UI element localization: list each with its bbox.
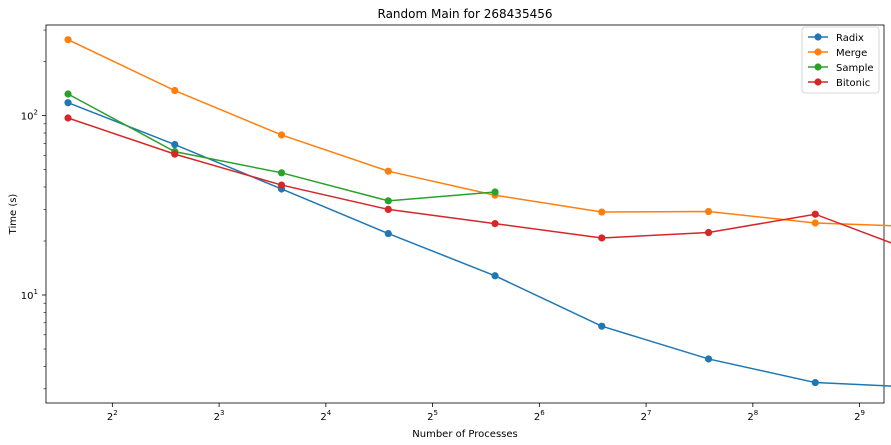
data-point [171,150,179,158]
x-axis-label: Number of Processes [412,429,517,440]
y-tick-label: 102 [21,109,38,123]
x-tick-label: 28 [747,409,758,423]
data-point [171,140,179,149]
data-point [811,210,819,218]
data-point [384,229,392,238]
y-axis-label: Time (s) [8,194,19,236]
data-point [704,207,713,216]
y-tick-label: 101 [21,288,38,302]
x-tick-label: 29 [854,409,865,423]
series-sample [64,90,499,205]
x-tick-label: 23 [214,409,225,423]
series-bitonic [64,114,891,244]
legend-item-merge: Merge [808,48,867,59]
x-tick-label: 27 [641,409,652,423]
x-tick-label: 25 [427,409,438,423]
legend-label: Bitonic [836,78,870,89]
legend-marker [814,33,822,41]
data-point [277,169,286,177]
data-point [384,197,392,205]
data-point [491,272,499,280]
data-point [598,322,606,330]
chart-title: Random Main for 268435456 [378,7,553,21]
legend-label: Sample [836,63,874,74]
legend-label: Merge [836,48,867,59]
data-point [704,355,713,363]
legend-box [801,26,880,94]
data-point [64,114,72,122]
data-point [811,219,819,227]
legend-item-bitonic: Bitonic [808,78,870,89]
y-axis: 101 102 [21,29,46,390]
data-point [598,208,606,216]
data-point [171,86,179,95]
data-point [64,99,72,107]
data-point [704,228,713,237]
plot-frame [45,24,885,404]
legend: Radix Merge Sample Bitonic [801,26,880,94]
data-point [811,378,819,387]
legend-marker [814,78,822,86]
x-axis: 22 23 24 25 26 27 28 29 [107,403,865,423]
legend-item-sample: Sample [808,63,874,74]
series-merge [64,36,891,227]
data-point [277,181,286,189]
series-radix [64,99,891,387]
legend-label: Radix [836,33,864,44]
plot-border [45,24,885,404]
legend-marker [814,48,822,56]
data-point [491,188,499,196]
x-tick-label: 26 [534,409,545,423]
series-line [67,39,891,227]
x-tick-label: 24 [320,409,331,423]
data-point [384,205,392,214]
legend-marker [814,63,822,71]
data-point [277,131,286,139]
data-point [598,234,606,242]
legend-item-radix: Radix [808,33,864,44]
data-point [491,220,499,228]
data-point [64,90,72,98]
data-point [384,167,392,175]
x-tick-label: 22 [107,409,118,423]
series-line [67,117,891,244]
series-layer [64,36,891,387]
series-line [67,102,891,387]
data-point [64,36,72,44]
